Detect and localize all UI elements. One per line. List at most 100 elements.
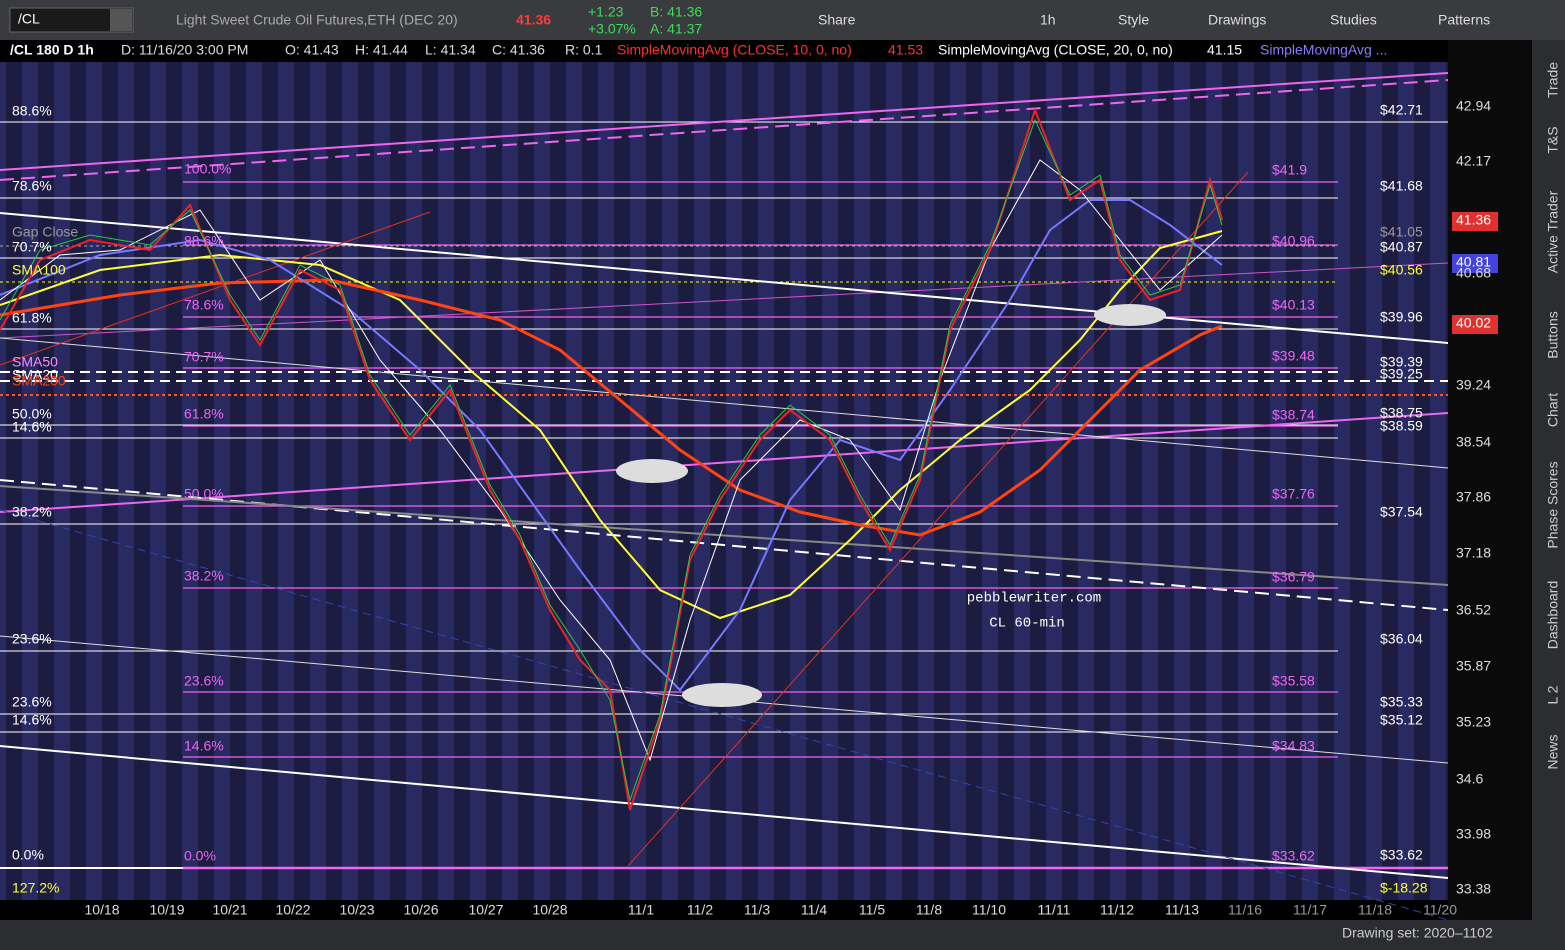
date-axis-label: 11/17 <box>1293 902 1327 918</box>
level-price: $38.59 <box>1380 418 1423 434</box>
marker <box>682 683 762 707</box>
level-price: $40.87 <box>1380 239 1423 255</box>
toolbar-button[interactable]: 1h <box>1040 12 1056 28</box>
level-price: $42.71 <box>1380 102 1423 118</box>
toolbar-button[interactable]: Drawings <box>1208 12 1266 28</box>
date-axis-label: 10/26 <box>403 902 438 918</box>
fib-price: $34.83 <box>1272 738 1315 754</box>
level-price: $35.33 <box>1380 694 1423 710</box>
level-label: 127.2% <box>12 880 59 896</box>
trend-line <box>0 337 1449 469</box>
toolbar-button[interactable]: Style <box>1118 12 1149 28</box>
trend-line <box>0 72 1449 171</box>
sidebar-tab[interactable]: Active Trader <box>1545 190 1561 273</box>
price-line <box>0 118 1223 802</box>
price-axis-label: 42.94 <box>1456 98 1491 114</box>
sma-line <box>0 159 1223 762</box>
study-label: Gap Close <box>12 224 78 240</box>
sidebar-tab[interactable]: L 2 <box>1545 685 1561 704</box>
price-axis-label: 40.68 <box>1456 265 1491 281</box>
fib-price: $35.58 <box>1272 673 1315 689</box>
price-axis-label: 35.23 <box>1456 714 1491 730</box>
sidebar-tab[interactable]: Buttons <box>1545 311 1561 358</box>
level-label: 23.6% <box>12 631 52 647</box>
header-field: /CL 180 D 1h <box>10 42 94 58</box>
sidebar-tab[interactable]: T&S <box>1545 126 1561 153</box>
date-axis-label: 11/3 <box>744 902 770 918</box>
level-label: 70.7% <box>12 239 52 255</box>
level-price: $39.39 <box>1380 354 1423 370</box>
marker <box>1094 304 1166 326</box>
level-price: $41.05 <box>1380 224 1423 240</box>
price-bubble: 40.02 <box>1456 315 1491 331</box>
price-bubble-bg <box>1452 212 1498 231</box>
fib-label: 50.0% <box>184 486 224 502</box>
sidebar-tab[interactable]: Phase Scores <box>1545 461 1561 548</box>
symbol: /CL <box>18 11 40 27</box>
header-field: D: 11/16/20 3:00 PM <box>121 42 248 58</box>
date-axis-label: 11/2 <box>687 902 713 918</box>
header-field: L: 41.34 <box>425 42 476 58</box>
chart-header <box>0 40 1448 62</box>
ask: A: 41.37 <box>650 21 702 37</box>
sidebar-tab[interactable]: Dashboard <box>1545 581 1561 650</box>
date-axis-label: 11/10 <box>972 902 1006 918</box>
fib-price: $33.62 <box>1272 848 1315 864</box>
date-axis-label: 11/8 <box>916 902 942 918</box>
level-label: 0.0% <box>12 847 44 863</box>
change: +1.23 <box>588 4 624 20</box>
fib-price: $40.96 <box>1272 233 1315 249</box>
level-price: $39.25 <box>1380 366 1423 382</box>
date-axis-label: 10/19 <box>149 902 184 918</box>
toolbar-button[interactable]: Patterns <box>1438 12 1490 28</box>
fib-label: 23.6% <box>184 673 224 689</box>
price-axis-label: 39.24 <box>1456 377 1491 393</box>
date-axis-label: 11/16 <box>1228 902 1262 918</box>
level-label: 23.6% <box>12 694 52 710</box>
study-label: SMA20 <box>12 367 58 383</box>
fib-label: 61.8% <box>184 406 224 422</box>
price-axis-label: 42.17 <box>1456 153 1491 169</box>
sidebar-tab[interactable]: News <box>1545 734 1561 769</box>
trend-line <box>0 509 1449 921</box>
watermark: pebblewriter.com <box>967 591 1101 607</box>
level-label: 61.8% <box>12 310 52 326</box>
header-field: C: 41.36 <box>492 42 545 58</box>
watermark: CL 60-min <box>989 616 1065 632</box>
header-field: O: 41.43 <box>285 42 339 58</box>
header-field: 41.53 <box>888 42 923 58</box>
fib-label: 70.7% <box>184 349 224 365</box>
level-price: $41.68 <box>1380 178 1423 194</box>
trend-line <box>0 79 1449 181</box>
date-axis-label: 10/22 <box>275 902 310 918</box>
date-axis-label: 11/1 <box>628 902 654 918</box>
drawings <box>0 72 1449 921</box>
level-price: $40.56 <box>1380 262 1423 278</box>
date-axis-label: 10/28 <box>532 902 567 918</box>
fib-label: 78.6% <box>184 297 224 313</box>
toolbar-button[interactable]: Studies <box>1330 12 1377 28</box>
toolbar-button[interactable]: Share <box>818 12 856 28</box>
price-axis-label: 33.38 <box>1456 881 1491 897</box>
price-axis-label: 37.86 <box>1456 489 1491 505</box>
date-axis-label: 11/4 <box>801 902 827 918</box>
sidebar-tab[interactable]: Chart <box>1545 393 1561 427</box>
trend-line <box>0 211 431 366</box>
study-label: SMA200 <box>12 373 66 389</box>
price-axis-label: 34.6 <box>1456 771 1483 787</box>
header-field: SimpleMovingAvg ... <box>1260 42 1387 58</box>
sidebar-tab[interactable]: Trade <box>1545 62 1561 98</box>
fib-label: 100.0% <box>184 161 231 177</box>
drawing-set: Drawing set: 2020–1102 <box>1342 925 1493 941</box>
header-field: 41.15 <box>1207 42 1242 58</box>
level-label: 38.2% <box>12 504 52 520</box>
toolbar <box>0 0 1565 40</box>
trend-line <box>0 745 1449 879</box>
level-price: $38.75 <box>1380 405 1423 421</box>
trend-line <box>0 485 1449 586</box>
fib-label: 14.6% <box>184 738 224 754</box>
fib-price: $41.9 <box>1272 162 1307 178</box>
header-field: H: 41.44 <box>355 42 408 58</box>
sma-line <box>0 230 1223 620</box>
symbol-dropdown[interactable] <box>110 9 132 31</box>
